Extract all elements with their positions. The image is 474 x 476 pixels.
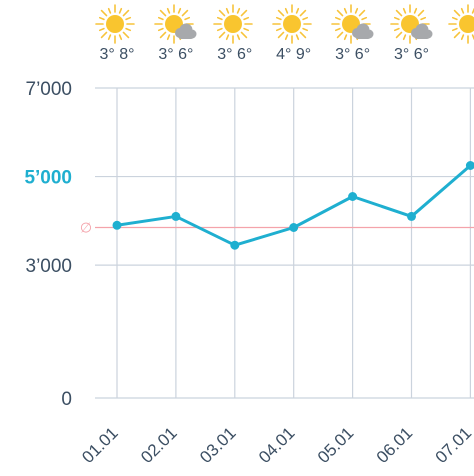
data-point xyxy=(348,192,358,201)
weather-day: 3° 6° xyxy=(205,4,265,64)
y-tick-label: 3’000 xyxy=(26,256,73,277)
x-tick-label: 03.01 xyxy=(196,423,240,467)
x-tick-label: 04.01 xyxy=(255,423,299,467)
weather-day: 3° 6° xyxy=(146,4,206,64)
weather-temperature-range: 3° 6° xyxy=(217,46,253,63)
sun-cloud-icon xyxy=(382,4,442,44)
sun-icon xyxy=(264,4,324,44)
weather-day: 3° 6° xyxy=(323,4,383,64)
data-point xyxy=(230,240,240,250)
y-tick-label: 5’000 xyxy=(24,168,72,189)
x-tick-label: 07.01 xyxy=(432,423,474,467)
weather-temperature-range: 3° 6° xyxy=(335,46,371,63)
weather-temperature-range: 3° 6° xyxy=(158,46,194,63)
sun-cloud-icon xyxy=(323,4,383,44)
x-tick-label: 01.01 xyxy=(78,423,122,467)
y-tick-label: 0 xyxy=(61,389,72,410)
average-reference-label: ∅ xyxy=(80,221,92,237)
weather-day: 3° 8° xyxy=(87,4,147,64)
data-point xyxy=(171,211,181,221)
sun-icon xyxy=(205,4,265,44)
data-point xyxy=(465,161,474,170)
weather-day: 4° 9° xyxy=(264,4,324,64)
x-tick-label: 02.01 xyxy=(137,423,181,467)
weather-temperature-range: 3° 6° xyxy=(393,46,430,63)
weather-temperature-range: 4° 9° xyxy=(276,46,312,63)
weather-temperature-range: 3° 8° xyxy=(99,46,135,63)
sun-icon xyxy=(440,4,474,44)
x-tick-label: 06.01 xyxy=(373,423,417,467)
data-point xyxy=(112,220,122,230)
x-tick-label: 05.01 xyxy=(314,423,358,467)
sun-cloud-icon xyxy=(146,4,206,44)
y-tick-label: 7’000 xyxy=(26,79,73,100)
weather-day xyxy=(440,4,474,46)
data-point xyxy=(289,223,299,232)
weather-day: 3° 6° xyxy=(382,4,442,64)
data-point xyxy=(407,211,416,221)
sun-icon xyxy=(87,4,147,44)
